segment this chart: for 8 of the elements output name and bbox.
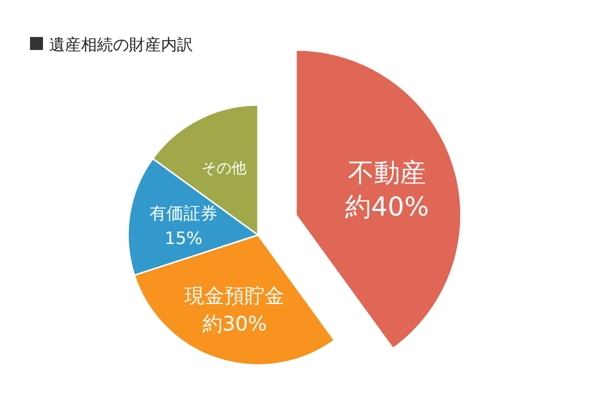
slice-label: 現金預貯金: [184, 284, 285, 308]
slice-label: 不動産: [348, 158, 426, 188]
chart-title: 遺産相続の財産内訳: [49, 35, 193, 54]
slice-label: 有価証券: [150, 204, 218, 224]
slice-label: その他: [201, 158, 246, 177]
data-label: 約40%: [345, 192, 429, 222]
data-label: 15%: [164, 229, 202, 250]
data-label: 約30%: [202, 312, 267, 336]
